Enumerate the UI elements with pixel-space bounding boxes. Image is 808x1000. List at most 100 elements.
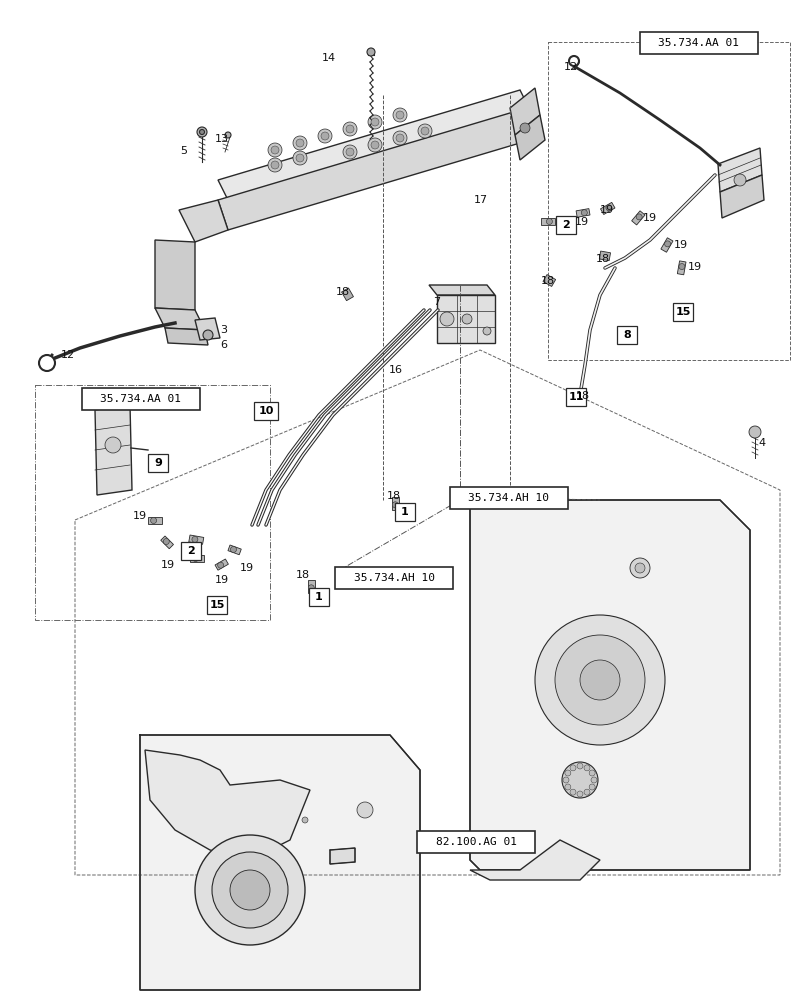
Circle shape: [734, 174, 746, 186]
Text: 82.100.AG 01: 82.100.AG 01: [436, 837, 516, 847]
Text: 19: 19: [600, 205, 614, 215]
Bar: [309, 588, 329, 606]
Circle shape: [368, 138, 382, 152]
Polygon shape: [145, 750, 310, 860]
Circle shape: [192, 556, 199, 562]
Circle shape: [296, 154, 304, 162]
Polygon shape: [543, 275, 556, 286]
Circle shape: [318, 129, 332, 143]
Polygon shape: [155, 240, 195, 310]
Circle shape: [584, 789, 590, 795]
Text: 4: 4: [759, 438, 765, 448]
Circle shape: [635, 563, 645, 573]
Bar: [254, 402, 278, 420]
Text: 8: 8: [623, 330, 631, 340]
Text: 35.734.AA 01: 35.734.AA 01: [659, 38, 739, 48]
Circle shape: [302, 817, 308, 823]
Text: 35.734.AH 10: 35.734.AH 10: [354, 573, 435, 583]
Bar: [566, 388, 586, 406]
Circle shape: [569, 56, 579, 66]
Circle shape: [396, 111, 404, 119]
Circle shape: [268, 143, 282, 157]
Circle shape: [396, 134, 404, 142]
Text: 6: 6: [221, 340, 228, 350]
Polygon shape: [677, 261, 686, 275]
Text: 12: 12: [61, 350, 75, 360]
Bar: [207, 596, 227, 614]
Polygon shape: [308, 580, 314, 593]
Text: 16: 16: [389, 365, 403, 375]
Polygon shape: [330, 848, 355, 864]
Circle shape: [357, 802, 373, 818]
Circle shape: [343, 122, 357, 136]
Circle shape: [565, 770, 571, 776]
Text: 2: 2: [562, 220, 570, 230]
Circle shape: [749, 426, 761, 438]
Text: 18: 18: [596, 254, 610, 264]
Circle shape: [577, 763, 583, 769]
Polygon shape: [429, 285, 495, 295]
Text: 15: 15: [209, 600, 225, 610]
Polygon shape: [140, 735, 420, 990]
Polygon shape: [515, 115, 545, 160]
Text: 19: 19: [215, 575, 229, 585]
Circle shape: [105, 437, 121, 453]
Bar: [181, 542, 201, 560]
Text: 2: 2: [187, 546, 195, 556]
Text: 12: 12: [564, 62, 578, 72]
Circle shape: [371, 118, 379, 126]
Bar: [450, 487, 568, 509]
Circle shape: [39, 355, 55, 371]
Circle shape: [520, 123, 530, 133]
Polygon shape: [600, 251, 611, 261]
Circle shape: [630, 558, 650, 578]
Polygon shape: [155, 308, 205, 330]
Bar: [640, 32, 758, 54]
Circle shape: [565, 784, 571, 790]
Circle shape: [346, 148, 354, 156]
Circle shape: [150, 518, 157, 524]
Text: 18: 18: [576, 391, 590, 401]
Text: 18: 18: [336, 287, 350, 297]
Circle shape: [679, 264, 685, 270]
Circle shape: [293, 136, 307, 150]
Polygon shape: [228, 545, 242, 555]
Circle shape: [195, 835, 305, 945]
Polygon shape: [718, 148, 762, 192]
Circle shape: [321, 132, 329, 140]
Circle shape: [368, 115, 382, 129]
Bar: [617, 326, 637, 344]
Text: 9: 9: [154, 458, 162, 468]
Text: 19: 19: [240, 563, 254, 573]
Bar: [148, 454, 168, 472]
Polygon shape: [189, 535, 204, 544]
Text: 19: 19: [575, 217, 589, 227]
Circle shape: [636, 214, 642, 220]
Circle shape: [212, 852, 288, 928]
Circle shape: [268, 158, 282, 172]
Text: 19: 19: [133, 511, 147, 521]
Circle shape: [230, 870, 270, 910]
Circle shape: [343, 145, 357, 159]
Bar: [335, 567, 453, 589]
Circle shape: [606, 205, 612, 211]
Circle shape: [584, 765, 590, 771]
Circle shape: [535, 615, 665, 745]
Circle shape: [197, 127, 207, 137]
Circle shape: [577, 791, 583, 797]
Text: 10: 10: [259, 406, 274, 416]
Polygon shape: [190, 555, 204, 562]
Circle shape: [483, 327, 491, 335]
Text: 3: 3: [221, 325, 228, 335]
Text: 1: 1: [401, 507, 409, 517]
Text: 19: 19: [643, 213, 657, 223]
Polygon shape: [195, 318, 220, 340]
Circle shape: [392, 502, 398, 508]
Polygon shape: [437, 295, 495, 343]
Circle shape: [393, 131, 407, 145]
Circle shape: [555, 635, 645, 725]
Circle shape: [163, 539, 169, 545]
Bar: [395, 503, 415, 521]
Circle shape: [217, 562, 224, 568]
Polygon shape: [148, 517, 162, 524]
